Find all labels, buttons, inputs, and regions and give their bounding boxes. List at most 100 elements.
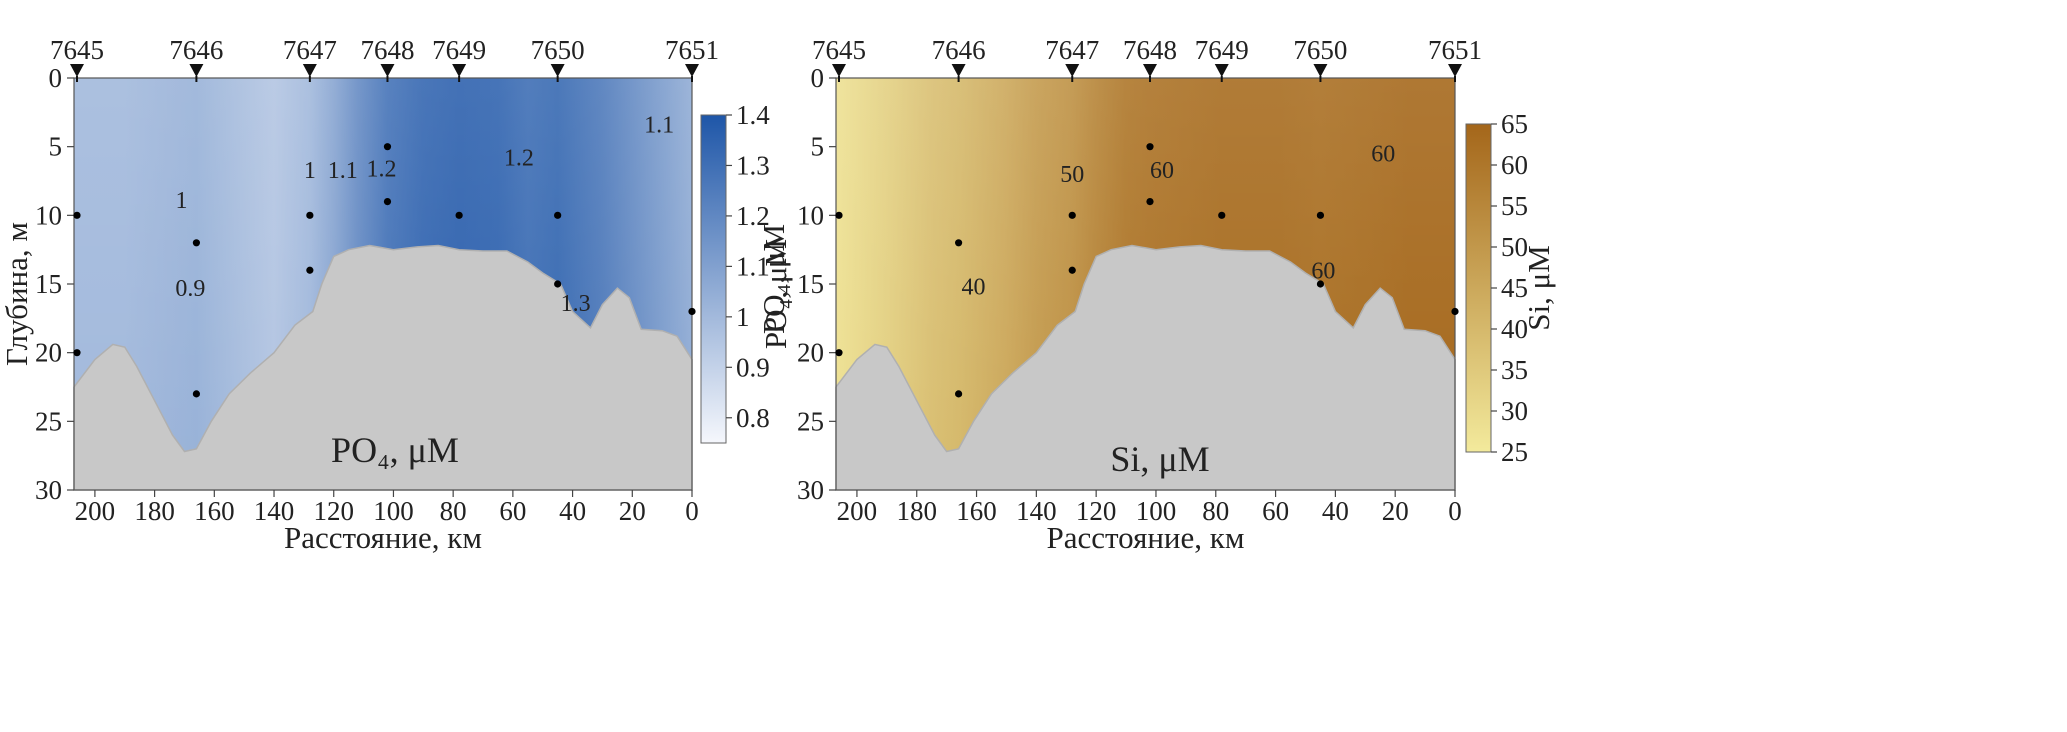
x-tick-label: 200 xyxy=(837,496,878,526)
sample-point xyxy=(383,143,392,151)
x-tick-label: 200 xyxy=(75,496,116,526)
contour-label: 1.2 xyxy=(504,146,534,172)
sample-point xyxy=(306,266,314,274)
station-label: 7649 xyxy=(1195,35,1249,65)
sample-point xyxy=(1316,211,1325,219)
contour-label: 1.1 xyxy=(644,113,674,139)
colorbar-tick-label: 35 xyxy=(1501,355,1528,385)
contour-label: 1 xyxy=(175,188,187,214)
station-marker xyxy=(189,64,204,77)
colorbar-tick-label: 0.8 xyxy=(736,403,770,433)
colorbar-tick-label: 1.3 xyxy=(736,150,770,180)
sample-point xyxy=(455,211,463,219)
contour-label: 40 xyxy=(962,275,986,301)
sample-point xyxy=(1068,266,1076,274)
sample-point xyxy=(1316,280,1325,288)
sample-point xyxy=(835,211,843,219)
x-tick-label: 140 xyxy=(254,496,295,526)
colorbar-tick-label: 50 xyxy=(1501,232,1528,262)
contour-label: 1.3 xyxy=(561,291,591,317)
colorbar-tick-label: 1.1 xyxy=(736,251,770,281)
station-label: 7649 xyxy=(432,35,486,65)
station-label: 7651 xyxy=(665,35,719,65)
x-tick-label: 120 xyxy=(313,496,354,526)
x-tick-label: 0 xyxy=(1448,496,1462,526)
station-marker xyxy=(951,64,966,77)
contour-label: 1 xyxy=(304,158,316,184)
contour-label: 50 xyxy=(1060,162,1084,188)
y-tick-label: 10 xyxy=(797,200,824,230)
station-label: 7647 xyxy=(1045,35,1099,65)
sample-point xyxy=(192,239,201,247)
sample-point xyxy=(1146,198,1154,206)
x-tick-label: 40 xyxy=(1322,496,1349,526)
station-label: 7645 xyxy=(50,35,104,65)
sample-point xyxy=(1218,211,1226,219)
y-tick-label: 30 xyxy=(35,475,62,505)
station-marker xyxy=(1313,64,1328,77)
colorbar-tick-label: 55 xyxy=(1501,191,1528,221)
x-tick-label: 80 xyxy=(440,496,467,526)
station-label: 7651 xyxy=(1428,35,1482,65)
sample-point xyxy=(192,390,201,398)
sample-point xyxy=(835,349,843,357)
x-tick-label: 140 xyxy=(1016,496,1057,526)
contour-label: 60 xyxy=(1150,158,1174,184)
station-marker xyxy=(380,64,395,77)
y-tick-label: 0 xyxy=(811,63,825,93)
y-tick-label: 25 xyxy=(35,406,62,436)
x-tick-label: 40 xyxy=(559,496,586,526)
sample-point xyxy=(554,211,562,219)
station-marker xyxy=(831,64,846,77)
sample-point xyxy=(306,211,314,219)
colorbar-tick-label: 30 xyxy=(1501,396,1528,426)
y-tick-label: 15 xyxy=(35,269,62,299)
station-marker xyxy=(550,64,565,77)
station-marker xyxy=(1142,64,1157,77)
x-axis-title: Расстояние, км xyxy=(284,520,482,555)
station-label: 7648 xyxy=(1123,35,1177,65)
y-tick-label: 10 xyxy=(35,200,62,230)
x-tick-label: 180 xyxy=(134,496,175,526)
y-tick-label: 30 xyxy=(797,475,824,505)
station-label: 7646 xyxy=(169,35,223,65)
station-marker xyxy=(1214,64,1229,77)
y-tick-label: 5 xyxy=(49,132,63,162)
y-tick-label: 15 xyxy=(797,269,824,299)
sample-point xyxy=(554,280,562,288)
x-tick-label: 20 xyxy=(1382,496,1409,526)
station-marker xyxy=(685,64,699,77)
x-tick-label: 180 xyxy=(896,496,937,526)
station-label: 7645 xyxy=(812,35,866,65)
colorbar-tick-label: 45 xyxy=(1501,273,1528,303)
sample-point xyxy=(73,349,81,357)
station-label: 7650 xyxy=(531,35,585,65)
x-axis-title: Расстояние, км xyxy=(1047,520,1245,555)
sample-point xyxy=(955,239,963,247)
x-tick-label: 100 xyxy=(373,496,414,526)
sample-point xyxy=(955,390,963,398)
colorbar-tick-label: 65 xyxy=(1501,109,1528,139)
x-tick-label: 0 xyxy=(685,496,699,526)
y-tick-label: 0 xyxy=(49,63,63,93)
contour-label: 0.9 xyxy=(175,276,205,302)
contour-label: 1.1 xyxy=(328,158,358,184)
panel-label: Si, μM xyxy=(1110,439,1209,479)
y-tick-label: 5 xyxy=(811,132,825,162)
colorbar-tick-label: 40 xyxy=(1501,314,1528,344)
colorbar xyxy=(700,114,727,444)
colorbar-tick-label: 0.9 xyxy=(736,352,770,382)
colorbar-title: PO₄, μM xyxy=(756,224,791,334)
colorbar-tick-label: 1.2 xyxy=(736,201,770,231)
contour-label: 60 xyxy=(1311,258,1335,284)
contour-label: 1.2 xyxy=(367,157,397,183)
station-marker xyxy=(302,64,317,77)
x-tick-label: 60 xyxy=(1262,496,1289,526)
y-tick-label: 20 xyxy=(797,338,824,368)
sample-point xyxy=(1068,211,1076,219)
station-label: 7650 xyxy=(1293,35,1347,65)
x-tick-label: 120 xyxy=(1076,496,1117,526)
panel-label: PO₄, μM xyxy=(331,430,459,470)
